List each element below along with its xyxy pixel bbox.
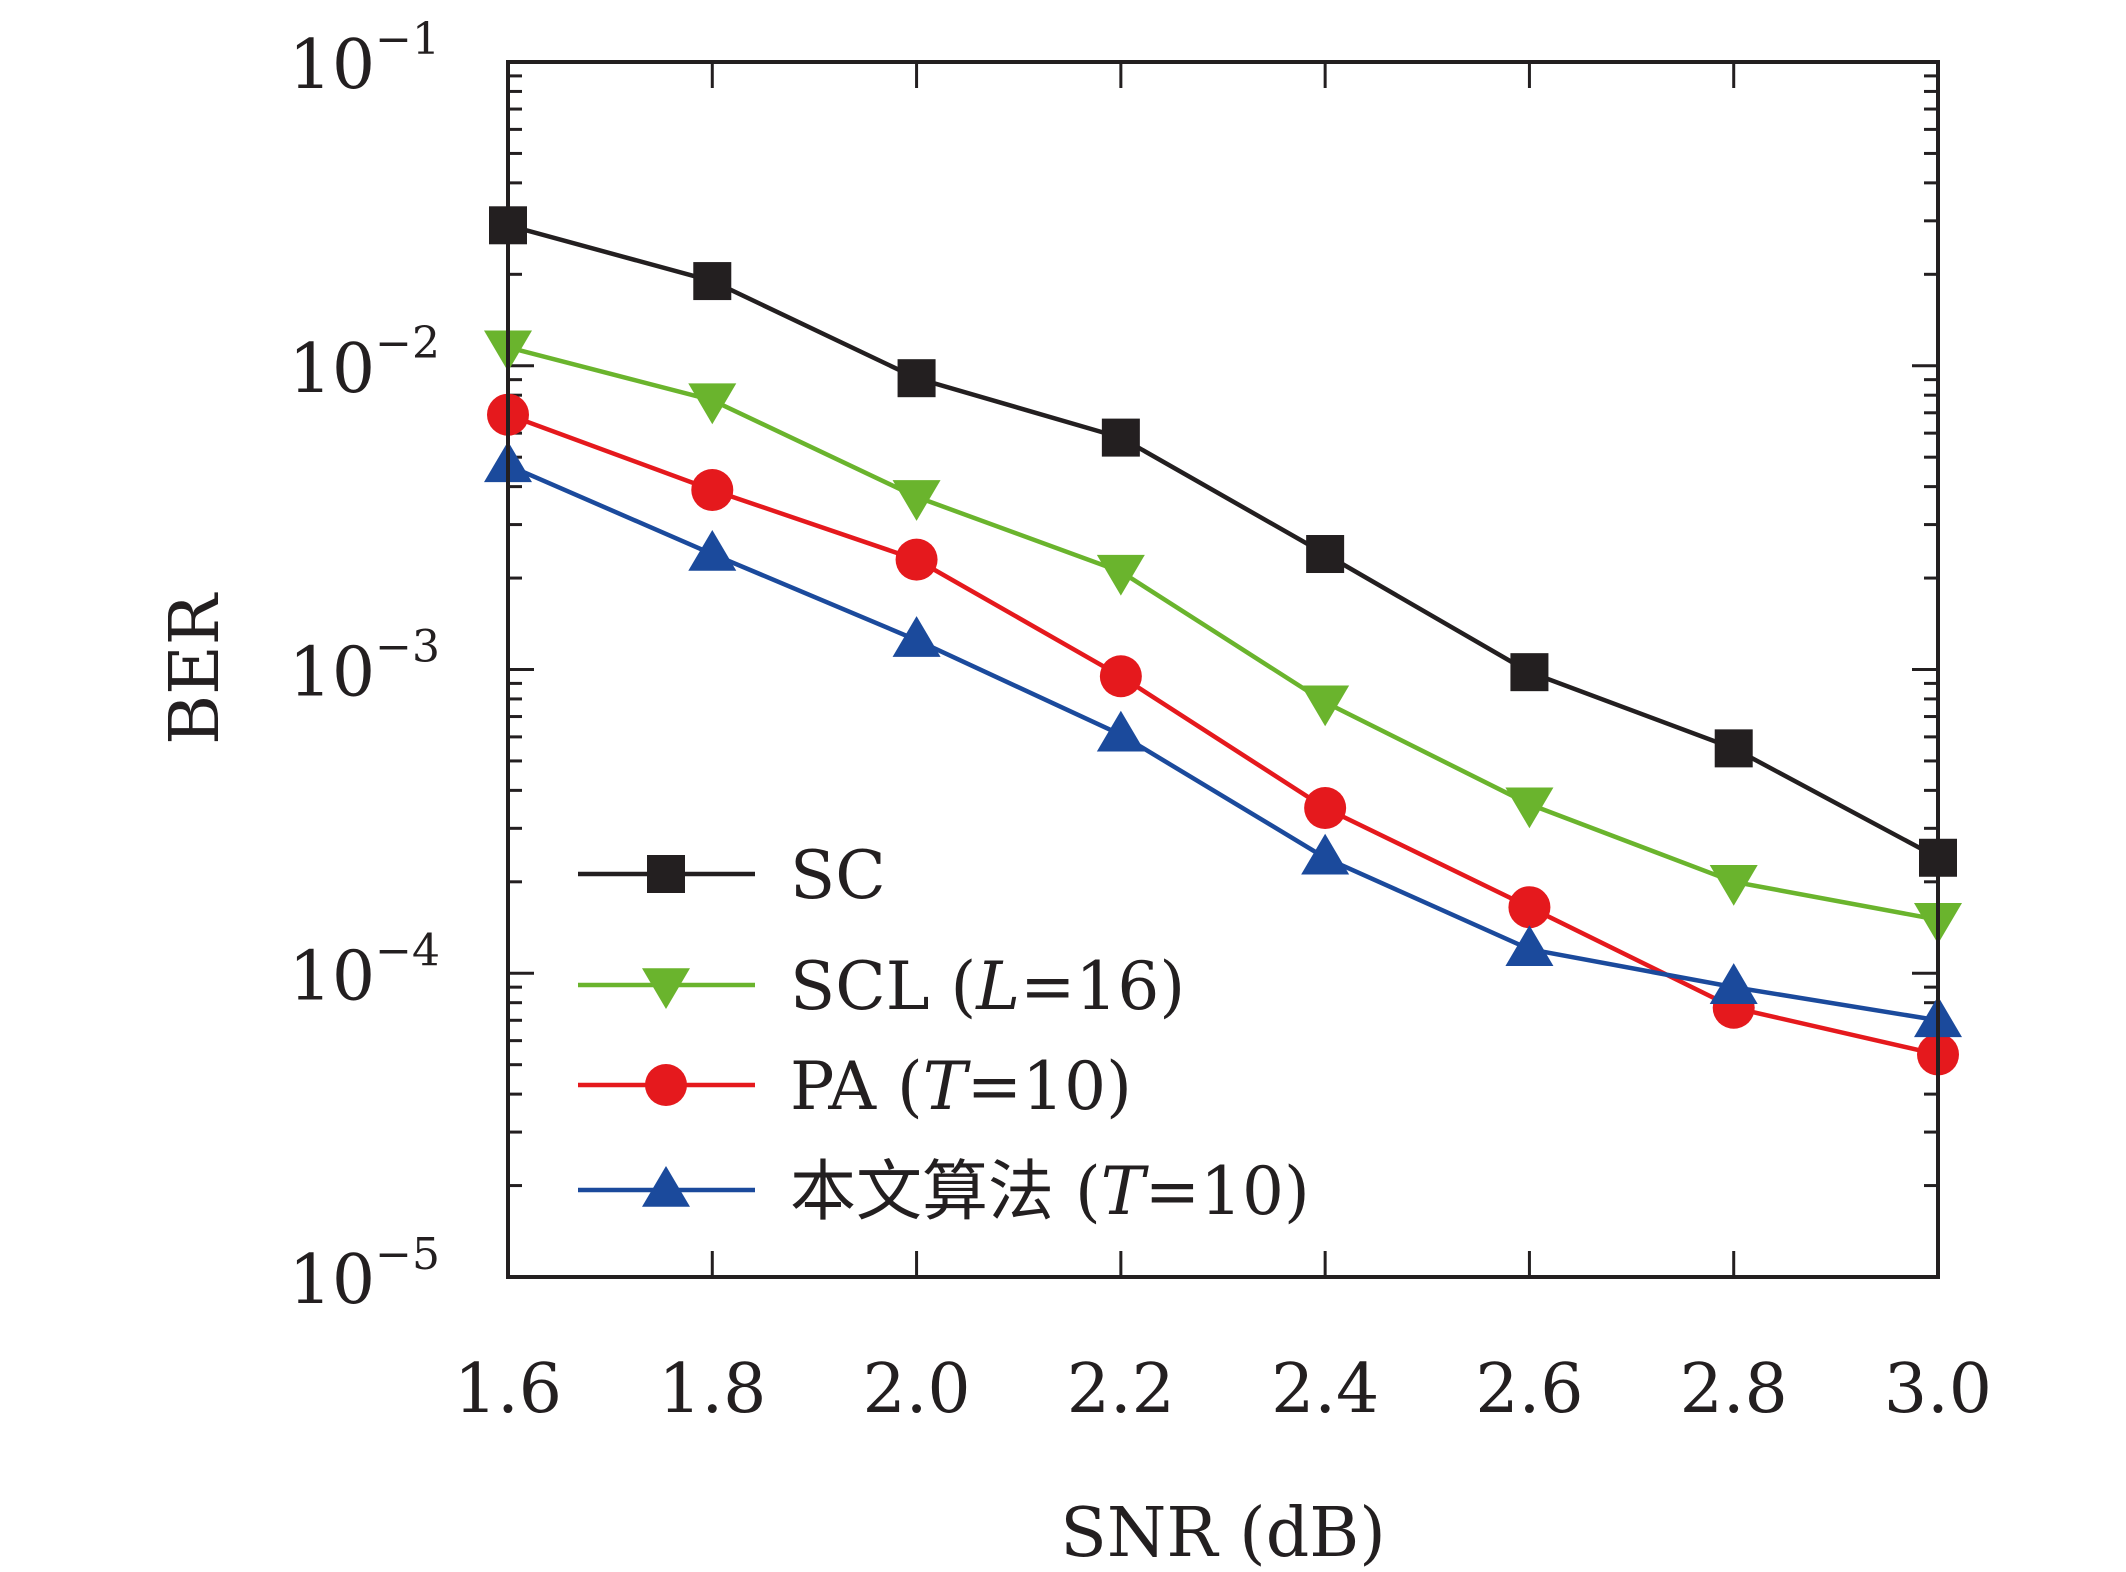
y-tick-exponent: −3 [375, 622, 440, 673]
legend-label-part: PA ( [790, 1048, 923, 1125]
legend-marker [642, 968, 690, 1009]
legend-label-part: =10) [1145, 1153, 1310, 1230]
data-point [1709, 865, 1758, 906]
series-layer [484, 206, 1962, 1076]
legend-label-part: T [923, 1048, 972, 1125]
major-ticks [506, 60, 1940, 1279]
y-tick-exponent: −1 [375, 14, 440, 65]
y-tick-exponent: −2 [375, 318, 440, 369]
legend-label: SCL (L=16) [790, 948, 1185, 1025]
data-point [1301, 833, 1350, 875]
x-tick-label: 2.8 [1680, 1350, 1788, 1429]
y-tick-label: 10−1 [289, 14, 440, 105]
data-point [693, 262, 732, 301]
y-tick-base: 10 [289, 937, 376, 1016]
data-point [897, 359, 936, 398]
y-tick-base: 10 [289, 634, 376, 713]
y-tick-base: 10 [289, 1241, 376, 1320]
x-tick-label: 2.0 [862, 1350, 970, 1429]
data-point [1304, 786, 1347, 829]
series-1 [489, 206, 1957, 877]
x-tick-label: 2.6 [1475, 1350, 1583, 1429]
data-point [1099, 655, 1142, 698]
legend-label-part: SC [790, 837, 886, 914]
data-point [1505, 925, 1554, 966]
legend-label: 本文算法 (T=10) [790, 1153, 1310, 1230]
x-tick-label: 1.8 [658, 1350, 766, 1429]
x-tick-labels: 1.6 1.8 2.0 2.2 2.4 2.6 2.8 3.0 [454, 1350, 1992, 1429]
y-tick-label: 10−4 [289, 925, 440, 1016]
data-point [1510, 653, 1549, 692]
legend-item: PA (T=10) [578, 1048, 1132, 1125]
data-point [1306, 535, 1345, 574]
data-point [892, 480, 941, 521]
legend-label-part: =16) [1020, 948, 1185, 1025]
series-2 [484, 330, 1962, 944]
plot-area-frame [506, 60, 1940, 1279]
y-tick-base: 10 [289, 26, 376, 105]
data-point [1096, 554, 1145, 596]
data-point [1096, 710, 1145, 752]
legend-marker [647, 855, 685, 893]
y-tick-exponent: −4 [375, 925, 440, 976]
data-point [1505, 787, 1554, 829]
y-tick-label: 10−5 [289, 1229, 440, 1320]
x-tick-label: 2.4 [1271, 1350, 1379, 1429]
data-point [688, 530, 737, 571]
legend-label-part: T [1101, 1153, 1150, 1230]
data-point [1301, 685, 1350, 727]
series-line [507, 223, 1940, 860]
y-tick-label: 10−3 [289, 622, 440, 713]
data-point [1714, 729, 1753, 768]
y-tick-label: 10−2 [289, 318, 440, 409]
series-line [507, 463, 1939, 1023]
legend-label: SC [790, 837, 886, 914]
y-tick-labels: 10−110−210−310−410−5 [289, 14, 440, 1320]
x-tick-label: 2.2 [1067, 1350, 1175, 1429]
data-point [688, 383, 737, 425]
x-axis-title: SNR (dB) [1060, 1494, 1385, 1572]
series-line [507, 345, 1939, 922]
legend-label-part: 本文算法 ( [790, 1153, 1101, 1230]
data-point [892, 616, 941, 657]
legend-item: SCL (L=16) [578, 948, 1185, 1025]
data-point [1101, 418, 1140, 457]
legend-label-part: SCL ( [790, 948, 976, 1025]
legend-marker [645, 1064, 687, 1106]
data-point [1709, 963, 1758, 1004]
data-point [1508, 886, 1551, 929]
legend-label: PA (T=10) [790, 1048, 1132, 1125]
legend-label-part: L [975, 948, 1020, 1025]
legend-item: SC [578, 837, 886, 914]
x-tick-label: 3.0 [1884, 1350, 1992, 1429]
series-line [507, 412, 1939, 1057]
data-point [691, 468, 734, 511]
y-axis-title: BER [156, 592, 235, 745]
x-tick-label: 1.6 [454, 1350, 562, 1429]
legend-item: 本文算法 (T=10) [578, 1153, 1310, 1230]
y-tick-exponent: −5 [375, 1229, 440, 1280]
legend-label-part: =10) [967, 1048, 1132, 1125]
data-point [895, 538, 938, 581]
y-tick-base: 10 [289, 330, 376, 409]
legend-marker [642, 1166, 690, 1207]
